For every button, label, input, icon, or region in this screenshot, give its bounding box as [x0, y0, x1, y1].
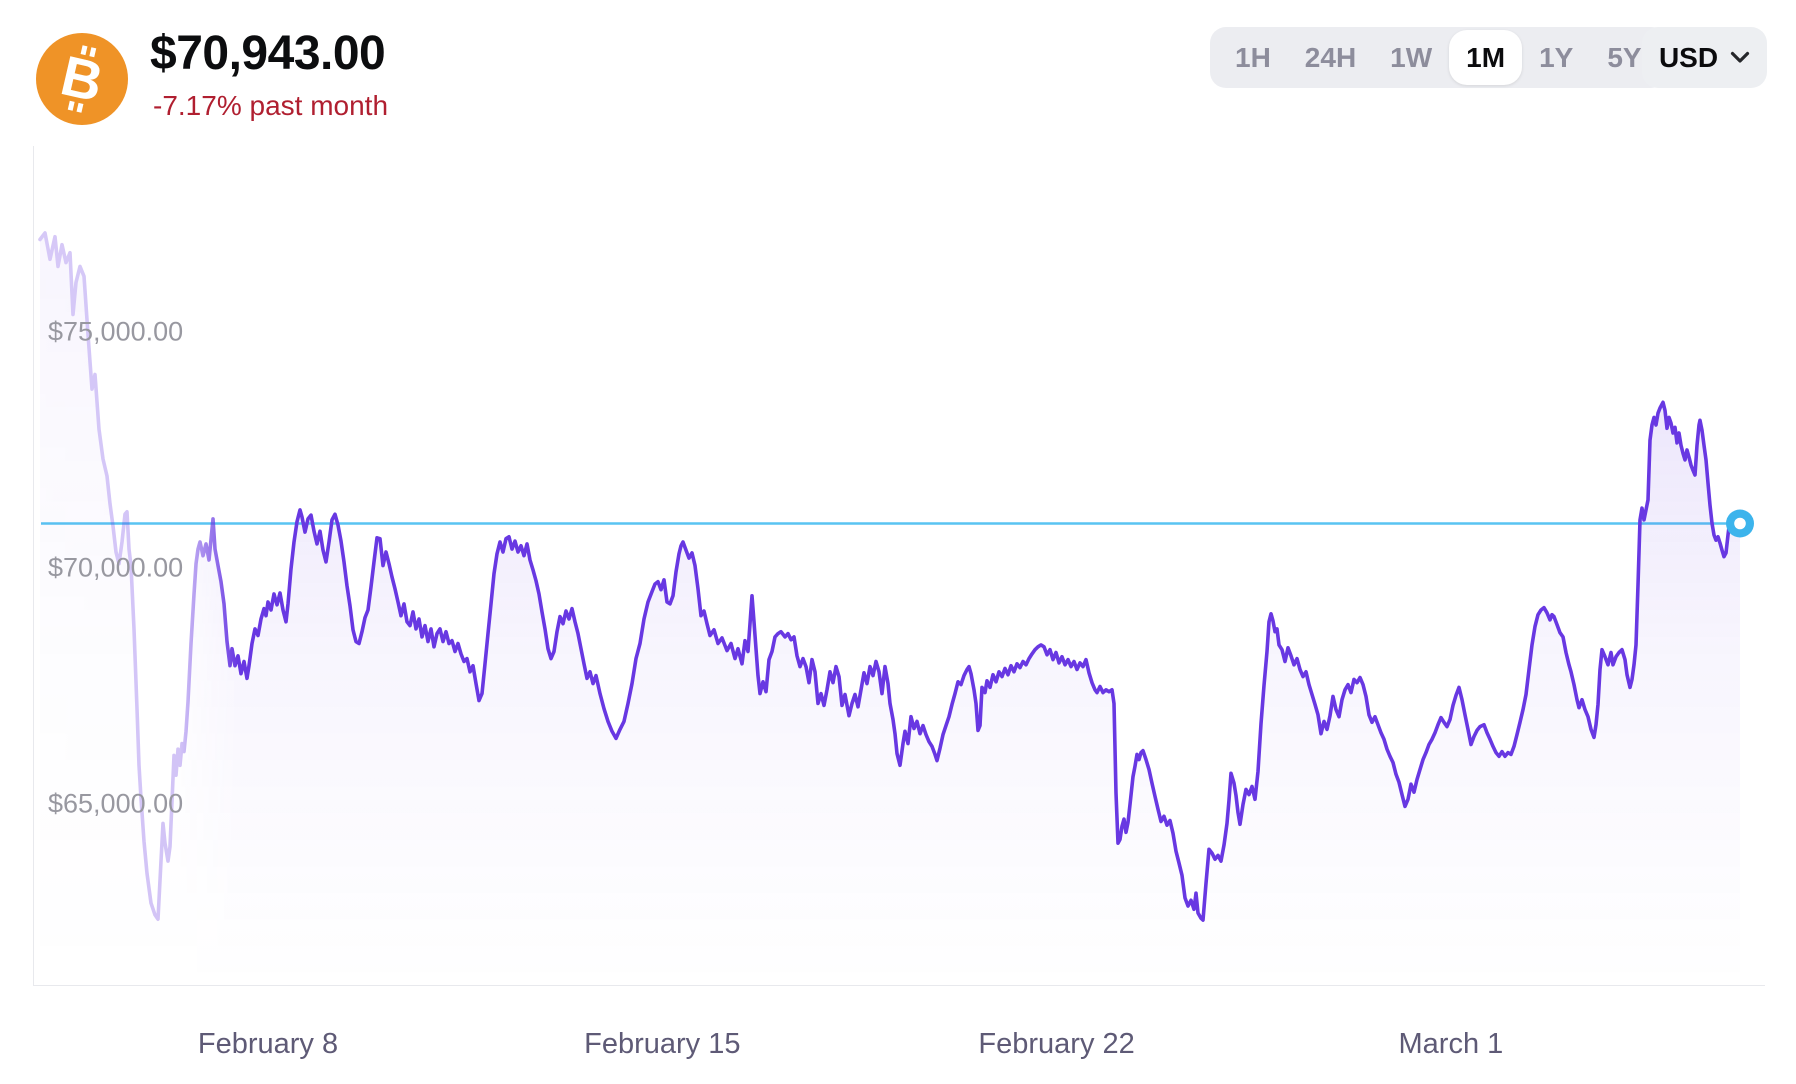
time-range-selector: 1H 24H 1W 1M 1Y 5Y — [1210, 27, 1667, 88]
x-axis-label: March 1 — [1398, 1028, 1504, 1060]
x-axis-label: February 15 — [584, 1028, 741, 1060]
price-chart[interactable] — [33, 110, 1767, 990]
current-price-marker — [1726, 509, 1754, 538]
chevron-down-icon — [1730, 51, 1750, 64]
price-change: -7.17% past month — [153, 90, 389, 121]
range-button-5y[interactable]: 5Y — [1590, 30, 1658, 85]
currency-dropdown[interactable]: USD — [1642, 27, 1767, 88]
bitcoin-icon: B — [36, 33, 128, 125]
range-button-24h[interactable]: 24H — [1288, 30, 1373, 85]
range-button-1m[interactable]: 1M — [1449, 30, 1523, 85]
currency-label: USD — [1658, 41, 1719, 73]
price-area-fill — [40, 232, 1740, 986]
y-axis-label: $70,000.00 — [48, 552, 184, 583]
y-axis-label: $65,000.00 — [48, 788, 184, 819]
x-axis-label: February 22 — [978, 1028, 1135, 1060]
y-axis-label: $75,000.00 — [48, 316, 184, 347]
range-button-1w[interactable]: 1W — [1373, 30, 1449, 85]
price-line — [38, 231, 1742, 922]
range-button-1y[interactable]: 1Y — [1522, 30, 1590, 85]
current-price: $70,943.00 — [150, 27, 386, 80]
x-axis-label: February 8 — [197, 1028, 339, 1060]
range-button-1h[interactable]: 1H — [1218, 30, 1288, 85]
